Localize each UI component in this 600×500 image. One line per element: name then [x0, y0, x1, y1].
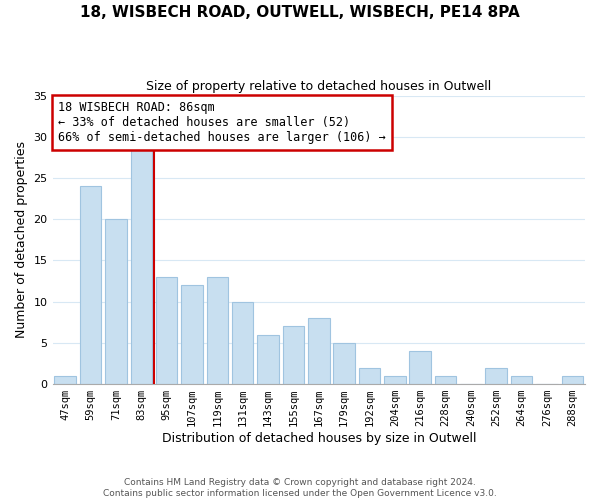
Bar: [55, 376, 76, 384]
Bar: [206, 277, 228, 384]
Bar: [359, 368, 380, 384]
X-axis label: Distribution of detached houses by size in Outwell: Distribution of detached houses by size …: [161, 432, 476, 445]
Bar: [308, 318, 329, 384]
Bar: [562, 376, 583, 384]
Text: 18, WISBECH ROAD, OUTWELL, WISBECH, PE14 8PA: 18, WISBECH ROAD, OUTWELL, WISBECH, PE14…: [80, 5, 520, 20]
Bar: [156, 277, 178, 384]
Bar: [181, 285, 203, 384]
Text: Contains HM Land Registry data © Crown copyright and database right 2024.
Contai: Contains HM Land Registry data © Crown c…: [103, 478, 497, 498]
Y-axis label: Number of detached properties: Number of detached properties: [15, 142, 28, 338]
Bar: [283, 326, 304, 384]
Bar: [511, 376, 532, 384]
Bar: [435, 376, 457, 384]
Bar: [105, 219, 127, 384]
Text: 18 WISBECH ROAD: 86sqm
← 33% of detached houses are smaller (52)
66% of semi-det: 18 WISBECH ROAD: 86sqm ← 33% of detached…: [58, 102, 386, 144]
Bar: [334, 343, 355, 384]
Title: Size of property relative to detached houses in Outwell: Size of property relative to detached ho…: [146, 80, 491, 93]
Bar: [232, 302, 253, 384]
Bar: [131, 145, 152, 384]
Bar: [384, 376, 406, 384]
Bar: [409, 351, 431, 384]
Bar: [485, 368, 507, 384]
Bar: [80, 186, 101, 384]
Bar: [257, 334, 279, 384]
